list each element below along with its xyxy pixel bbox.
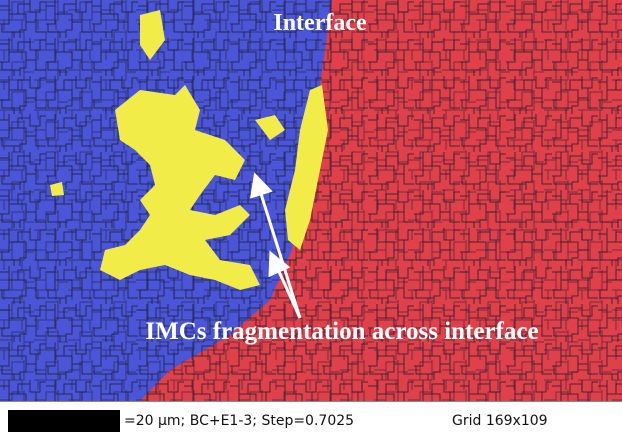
scale-text: =20 µm; BC+E1-3; Step=0.7025 — [124, 413, 354, 429]
phase-map: Interface IMCs fragmentation across inte… — [0, 0, 622, 401]
fragmentation-label: IMCs fragmentation across interface — [145, 318, 538, 345]
interface-label: Interface — [273, 10, 367, 36]
status-bar: =20 µm; BC+E1-3; Step=0.7025 Grid 169x10… — [0, 401, 622, 441]
screenshot: Interface IMCs fragmentation across inte… — [0, 0, 622, 441]
grid-text: Grid 169x109 — [452, 413, 548, 429]
scale-bar — [8, 410, 120, 432]
